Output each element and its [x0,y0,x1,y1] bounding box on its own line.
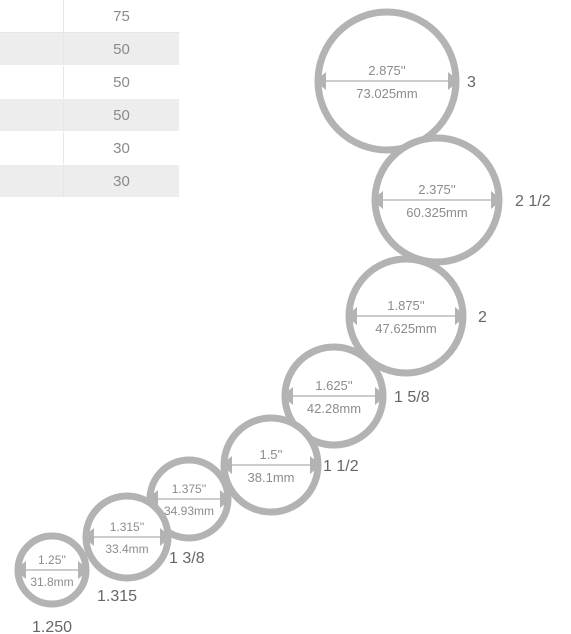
tube-size-label: 1 3/8 [169,550,205,567]
diameter-mm: 38.1mm [248,470,295,485]
diameter-mm: 33.4mm [105,542,148,556]
right-arrow-icon [455,307,466,325]
rings-layer: 2.875'' 73.025mm 3 2.375'' 60.325mm 2 1/2 1.87… [14,8,551,634]
table-cell: 8 [0,32,64,66]
tube-ring-group: 2.375'' 60.325mm 2 1/2 [371,134,551,266]
diameter-mm: 42.28mm [307,401,361,416]
diameter-mm: 31.8mm [30,575,73,589]
diameter-mm: 47.625mm [375,321,436,336]
diameter-inches: 1.5'' [259,447,282,462]
right-arrow-icon [78,561,89,579]
diameter-inches: 1.375'' [172,482,207,496]
diameter-inches: 1.25'' [38,553,66,567]
diameter-inches: 2.875'' [368,63,406,78]
diameter-inches: 2.375'' [418,182,456,197]
spec-table-body: 875850550150330030 [0,0,180,198]
table-cell: 50 [63,32,180,66]
table-row: 850 [0,32,180,66]
left-arrow-icon [282,387,293,405]
tube-size-label: 2 [478,309,487,326]
tube-ring-group: 2.875'' 73.025mm 3 [314,8,476,154]
tube-ring-group: 1.25'' 31.8mm 1.250 [14,532,90,634]
table-cell: 50 [63,98,180,132]
tube-ring-group: 1.5'' 38.1mm 1 1/2 [220,414,359,516]
table-cell: 3 [0,131,64,165]
diameter-mm: 60.325mm [406,205,467,220]
left-arrow-icon [83,528,94,546]
tube-size-label: 2 1/2 [515,193,551,210]
left-arrow-icon [372,191,383,209]
table-row: 030 [0,164,180,198]
table-cell: 0 [0,164,64,198]
right-arrow-icon [310,456,321,474]
table-row: 330 [0,131,180,165]
table-cell: 50 [63,65,180,99]
diameter-mm: 73.025mm [356,86,417,101]
diameter-inches: 1.315'' [110,520,145,534]
left-arrow-icon [315,72,326,90]
table-row: 875 [0,0,180,33]
right-arrow-icon [375,387,386,405]
left-arrow-icon [221,456,232,474]
spec-table: 875850550150330030 [0,0,180,198]
table-row: 150 [0,98,180,132]
right-arrow-icon [491,191,502,209]
table-cell: 30 [63,131,180,165]
diameter-mm: 34.93mm [164,504,214,518]
left-arrow-icon [15,561,26,579]
right-arrow-icon [160,528,171,546]
table-cell: 8 [0,0,64,33]
tube-size-label: 1 5/8 [394,389,430,406]
diameter-inches: 1.875'' [387,298,425,313]
left-arrow-icon [346,307,357,325]
table-cell: 30 [63,164,180,198]
table-cell: 75 [63,0,180,33]
right-arrow-icon [220,490,231,508]
tube-size-label: 1 1/2 [323,458,359,475]
tube-size-label: 3 [467,74,476,91]
diameter-inches: 1.625'' [315,378,353,393]
tube-size-label: 1.315 [97,588,137,605]
table-row: 550 [0,65,180,99]
tube-size-label: 1.250 [32,619,72,634]
table-cell: 5 [0,65,64,99]
tube-ring-group: 1.625'' 42.28mm 1 5/8 [281,343,430,449]
tube-ring-group: 1.875'' 47.625mm 2 [345,255,487,377]
right-arrow-icon [448,72,459,90]
tube-ring-group: 1.315'' 33.4mm 1.315 [82,492,172,605]
table-cell: 1 [0,98,64,132]
